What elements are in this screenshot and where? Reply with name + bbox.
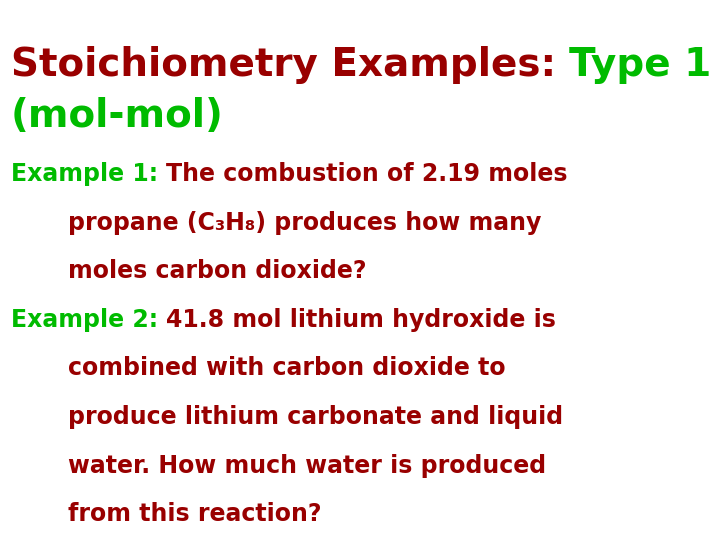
Text: combined with carbon dioxide to: combined with carbon dioxide to <box>68 356 506 380</box>
Text: Example 1:: Example 1: <box>11 162 166 186</box>
Text: water. How much water is produced: water. How much water is produced <box>68 454 546 477</box>
Text: from this reaction?: from this reaction? <box>68 502 322 526</box>
Text: propane (C₃H₈) produces how many: propane (C₃H₈) produces how many <box>68 211 541 234</box>
Text: Stoichiometry Examples:: Stoichiometry Examples: <box>11 46 570 84</box>
Text: produce lithium carbonate and liquid: produce lithium carbonate and liquid <box>68 405 564 429</box>
Text: Example 2:: Example 2: <box>11 308 166 332</box>
Text: (mol-mol): (mol-mol) <box>11 97 224 135</box>
Text: The combustion of 2.19 moles: The combustion of 2.19 moles <box>166 162 567 186</box>
Text: Type 1: Type 1 <box>570 46 711 84</box>
Text: moles carbon dioxide?: moles carbon dioxide? <box>68 259 367 283</box>
Text: 41.8 mol lithium hydroxide is: 41.8 mol lithium hydroxide is <box>166 308 556 332</box>
